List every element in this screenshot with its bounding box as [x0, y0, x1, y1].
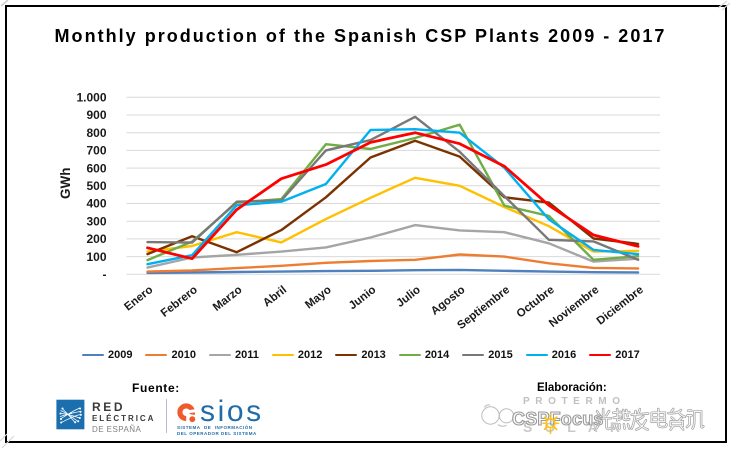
- svg-text:1.000: 1.000: [76, 91, 106, 105]
- svg-text:Junio: Junio: [347, 284, 379, 312]
- svg-text:-: -: [103, 268, 107, 282]
- svg-text:Marzo: Marzo: [211, 284, 245, 314]
- svg-text:500: 500: [86, 179, 106, 193]
- svg-text:GWh: GWh: [58, 168, 73, 200]
- svg-text:700: 700: [86, 144, 106, 158]
- svg-text:800: 800: [86, 126, 106, 140]
- svg-text:Mayo: Mayo: [303, 284, 334, 312]
- svg-text:200: 200: [86, 232, 106, 246]
- svg-text:900: 900: [86, 108, 106, 122]
- svg-text:Agosto: Agosto: [429, 284, 468, 318]
- svg-text:Enero: Enero: [122, 284, 155, 314]
- svg-text:600: 600: [86, 161, 106, 175]
- svg-text:400: 400: [86, 197, 106, 211]
- svg-text:Abril: Abril: [261, 284, 289, 310]
- svg-text:300: 300: [86, 214, 106, 228]
- svg-text:Diciembre: Diciembre: [595, 284, 646, 328]
- svg-text:Octubre: Octubre: [515, 284, 557, 321]
- svg-text:Febrero: Febrero: [159, 284, 200, 320]
- svg-text:100: 100: [86, 250, 106, 264]
- svg-text:Julio: Julio: [394, 284, 423, 310]
- svg-text:Noviembre: Noviembre: [547, 284, 601, 330]
